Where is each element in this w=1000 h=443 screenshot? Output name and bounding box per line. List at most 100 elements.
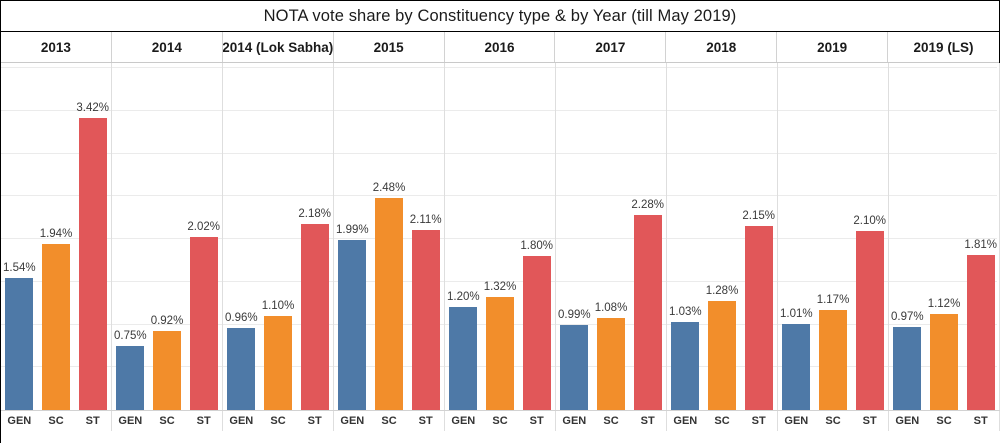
bar-gen[interactable]: [5, 278, 34, 410]
panels: 1.54% 1.94% 3.42% 0.75% 0.92% 2.02% 0.96% 1.10%…: [1, 63, 1000, 410]
bar-sc[interactable]: [264, 316, 292, 410]
bar-band: 2.10%: [851, 63, 888, 410]
year-header-label: 2015: [334, 32, 445, 62]
category-tick-label: ST: [529, 415, 544, 427]
axis-cell: GEN SC ST: [112, 411, 223, 431]
bar-sc[interactable]: [375, 198, 403, 410]
bar-sc[interactable]: [819, 310, 847, 410]
category-tick-label: SC: [159, 415, 175, 427]
year-header-label: 2017: [555, 32, 667, 62]
category-tick-label: ST: [973, 415, 988, 427]
axis-cell: GEN SC ST: [334, 411, 445, 431]
bar-value-label: 0.97%: [891, 311, 924, 324]
category-tick-label: SC: [825, 415, 841, 427]
category-tick-label: SC: [48, 415, 64, 427]
axis-cell: GEN SC ST: [778, 411, 889, 431]
axis-cell: GEN SC ST: [223, 411, 334, 431]
category-tick-label: ST: [751, 415, 766, 427]
bar-value-label: 1.28%: [705, 284, 739, 297]
bar-band: 0.92%: [149, 63, 186, 410]
bar-sc[interactable]: [708, 300, 736, 410]
category-tick-label: GEN: [895, 415, 920, 427]
bar-st[interactable]: [744, 226, 773, 410]
year-header-label: 2016: [445, 32, 556, 62]
bar-gen[interactable]: [671, 322, 700, 410]
category-tick-label: GEN: [451, 415, 476, 427]
bar-band: 1.17%: [815, 63, 852, 410]
bar-gen[interactable]: [560, 325, 589, 410]
category-tick-label: ST: [85, 415, 100, 427]
bar-st[interactable]: [855, 230, 884, 410]
bar-band: 1.81%: [962, 63, 999, 410]
bar-band: 3.42%: [74, 63, 111, 410]
year-panel: 1.99% 2.48% 2.11%: [334, 63, 445, 410]
chart-title: NOTA vote share by Constituency type & b…: [263, 6, 737, 25]
bar-band: 1.08%: [593, 63, 630, 410]
bar-value-label: 3.42%: [76, 101, 109, 114]
category-tick-label: GEN: [673, 415, 698, 427]
bar-band: 0.96%: [223, 63, 260, 410]
bar-band: 2.02%: [185, 63, 222, 410]
year-header-row: 2013 2014 2014 (Lok Sabha) 2015 2016 2017 2018…: [1, 32, 999, 63]
bar-sc[interactable]: [42, 244, 70, 410]
bar-gen[interactable]: [893, 327, 922, 410]
bar-gen[interactable]: [782, 323, 811, 410]
axis-cell: GEN SC ST: [556, 411, 667, 431]
year-panel: 1.54% 1.94% 3.42%: [1, 63, 112, 410]
year-panel: 0.96% 1.10% 2.18%: [223, 63, 334, 410]
bar-value-label: 0.92%: [150, 315, 184, 328]
category-tick-label: GEN: [562, 415, 587, 427]
bar-band: 1.54%: [1, 63, 38, 410]
bar-gen[interactable]: [227, 328, 256, 410]
year-panel: 1.03% 1.28% 2.15%: [667, 63, 778, 410]
bar-band: 1.01%: [778, 63, 815, 410]
bar-band: 0.97%: [889, 63, 926, 410]
axis-cell: GEN SC ST: [445, 411, 556, 431]
bar-st[interactable]: [633, 215, 662, 410]
bar-value-label: 1.99%: [336, 223, 369, 236]
gridline: [1, 152, 997, 154]
title-bar: NOTA vote share by Constituency type & b…: [1, 1, 999, 32]
bar-st[interactable]: [522, 256, 551, 410]
bar-st[interactable]: [78, 117, 107, 410]
year-panel: 0.99% 1.08% 2.28%: [556, 63, 667, 410]
bar-st[interactable]: [966, 255, 995, 410]
bar-value-label: 2.48%: [372, 182, 406, 194]
bar-gen[interactable]: [449, 307, 478, 410]
bar-sc[interactable]: [930, 314, 958, 410]
bar-value-label: 2.18%: [298, 207, 331, 220]
bar-band: 1.12%: [926, 63, 963, 410]
category-tick-label: SC: [270, 415, 286, 427]
bar-band: 2.18%: [296, 63, 333, 410]
category-tick-label: GEN: [784, 415, 809, 427]
category-tick-label: SC: [381, 415, 397, 427]
bar-st[interactable]: [189, 237, 218, 410]
bar-band: 2.28%: [629, 63, 666, 410]
bar-value-label: 0.75%: [114, 329, 147, 342]
bar-sc[interactable]: [486, 297, 514, 410]
category-tick-label: GEN: [118, 415, 143, 427]
bar-band: 1.32%: [482, 63, 519, 410]
year-panel: 1.20% 1.32% 1.80%: [445, 63, 556, 410]
bar-gen[interactable]: [338, 239, 367, 410]
bar-st[interactable]: [300, 223, 329, 410]
bar-value-label: 1.17%: [816, 294, 850, 306]
bar-sc[interactable]: [597, 317, 625, 410]
year-header-label: 2018: [666, 32, 778, 62]
bar-band: 1.80%: [518, 63, 555, 410]
year-panel: 0.97% 1.12% 1.81%: [889, 63, 1000, 410]
bar-st[interactable]: [411, 229, 440, 410]
bar-value-label: 0.96%: [225, 312, 258, 324]
bar-value-label: 0.99%: [558, 309, 591, 322]
bar-gen[interactable]: [116, 345, 145, 410]
bar-value-label: 1.54%: [3, 262, 36, 275]
chart-top-block: NOTA vote share by Constituency type & b…: [1, 1, 1000, 63]
gridline: [1, 195, 997, 197]
year-panel: 1.01% 1.17% 2.10%: [778, 63, 889, 410]
bar-band: 1.99%: [334, 63, 371, 410]
category-axis-row: GEN SC ST GEN SC ST GEN SC ST GEN SC ST GEN SC ST GEN SC…: [1, 410, 1000, 431]
category-tick-label: ST: [196, 415, 211, 427]
bar-sc[interactable]: [153, 331, 181, 410]
bar-value-label: 1.80%: [520, 240, 553, 253]
